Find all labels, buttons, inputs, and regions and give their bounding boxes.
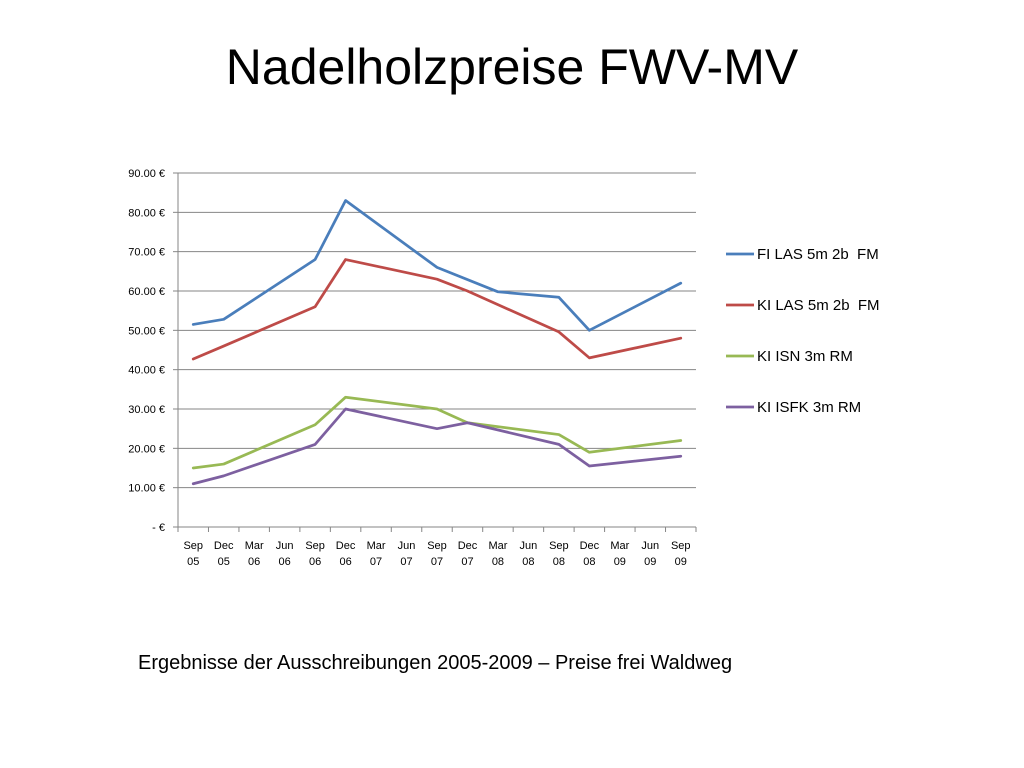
y-tick-label: 70.00 € bbox=[128, 247, 165, 259]
x-tick-label: Dec 08 bbox=[580, 540, 600, 568]
x-tick-label: Jun 09 bbox=[641, 540, 659, 568]
x-tick-label: Jun 07 bbox=[398, 540, 416, 568]
y-tick-label: - € bbox=[152, 522, 165, 534]
x-tick-label: Mar 08 bbox=[488, 540, 507, 568]
series-line-1 bbox=[191, 199, 683, 332]
legend: FI LAS 5m 2b FM KI LAS 5m 2b FM KI ISN 3m … bbox=[726, 246, 880, 416]
y-tick-label: 30.00 € bbox=[128, 404, 165, 416]
legend-label: KI LAS 5m 2b FM bbox=[757, 297, 880, 314]
y-tick-label: 50.00 € bbox=[128, 325, 165, 337]
x-tick-label: Dec 07 bbox=[458, 540, 478, 568]
x-tick-label: Sep 07 bbox=[427, 540, 447, 568]
y-tick-label: 80.00 € bbox=[128, 207, 165, 219]
line-chart: - € 10.00 € 20.00 € 30.00 € 40.00 € 50.00 € 60… bbox=[128, 168, 880, 568]
legend-label: KI ISN 3m RM bbox=[757, 348, 853, 365]
y-tick-label: 90.00 € bbox=[128, 168, 165, 180]
x-tick-label: Mar 06 bbox=[245, 540, 264, 568]
grid-lines bbox=[178, 172, 696, 489]
x-tick-label: Sep 08 bbox=[549, 540, 569, 568]
x-tick-label: Mar 09 bbox=[610, 540, 629, 568]
y-tick-label: 20.00 € bbox=[128, 443, 165, 455]
legend-label: KI ISFK 3m RM bbox=[757, 399, 861, 416]
x-tick-label: Jun 06 bbox=[276, 540, 294, 568]
legend-label: FI LAS 5m 2b FM bbox=[757, 246, 879, 263]
x-tick-labels: Sep 05 Dec 05 Mar 06 Jun 06 Sep 06 Dec 06 Mar 07 Jun 07… bbox=[183, 540, 690, 568]
x-tick-label: Sep 05 bbox=[183, 540, 203, 568]
x-tick-label: Sep 06 bbox=[305, 540, 325, 568]
series-lines bbox=[191, 199, 683, 486]
slide-title: Nadelholzpreise FWV-MV bbox=[225, 39, 799, 95]
y-tick-label: 10.00 € bbox=[128, 483, 165, 495]
series-line-4 bbox=[191, 407, 683, 486]
x-tick-label: Sep 09 bbox=[671, 540, 691, 568]
axes bbox=[173, 172, 697, 532]
y-tick-label: 40.00 € bbox=[128, 365, 165, 377]
x-tick-label: Jun 08 bbox=[520, 540, 538, 568]
slide-caption: Ergebnisse der Ausschreibungen 2005-2009… bbox=[138, 652, 733, 674]
x-tick-label: Dec 05 bbox=[214, 540, 234, 568]
series-line-2 bbox=[191, 258, 683, 361]
y-tick-label: 60.00 € bbox=[128, 286, 165, 298]
x-tick-label: Mar 07 bbox=[367, 540, 386, 568]
series-line-3 bbox=[191, 395, 683, 470]
y-tick-labels: - € 10.00 € 20.00 € 30.00 € 40.00 € 50.00 € 60… bbox=[128, 168, 165, 534]
x-tick-label: Dec 06 bbox=[336, 540, 356, 568]
